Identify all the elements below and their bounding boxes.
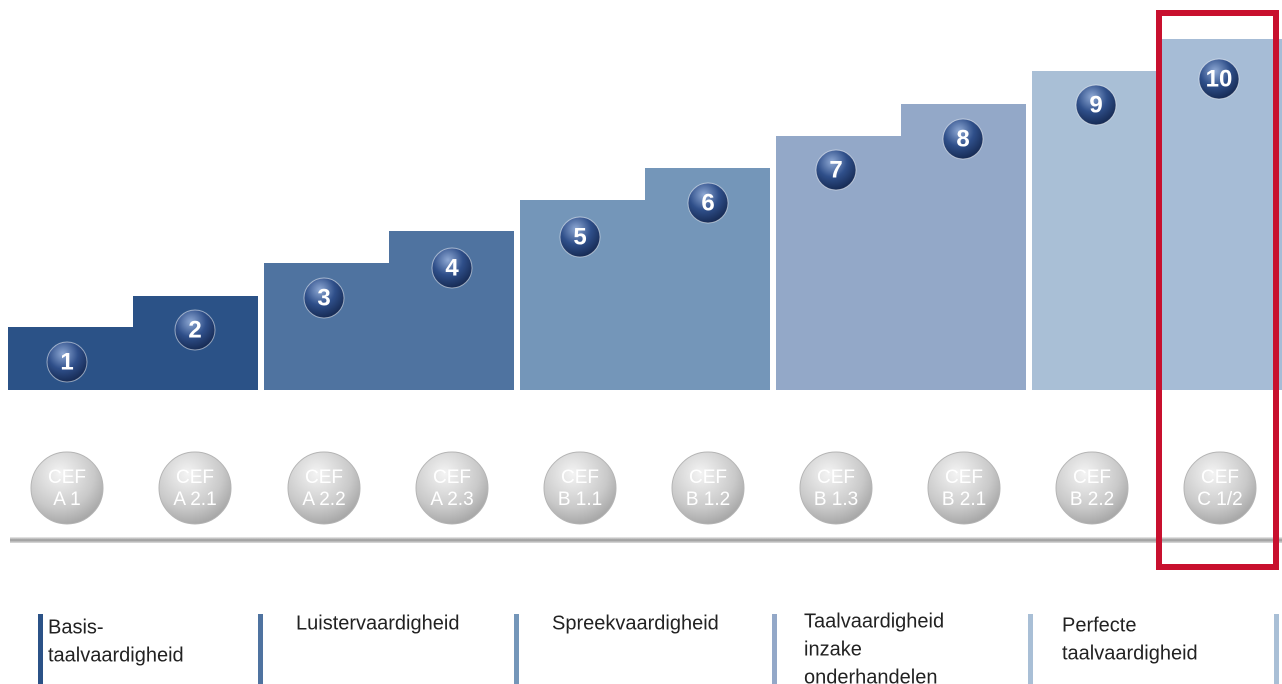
category-marker (1274, 614, 1279, 684)
cef-label: CEF (305, 467, 343, 488)
baseline (10, 537, 1282, 543)
cef-level: B 1.2 (686, 489, 730, 510)
category-label: Basis- (48, 616, 104, 638)
cef-badge (415, 451, 489, 525)
level-number: 9 (1089, 91, 1102, 118)
cef-label: CEF (1073, 467, 1111, 488)
cef-label: CEF (1201, 467, 1239, 488)
cef-level: C 1/2 (1197, 489, 1242, 510)
level-badge (815, 149, 857, 191)
cef-level: B 1.1 (558, 489, 602, 510)
cef-level: B 2.2 (1070, 489, 1114, 510)
cef-badge (927, 451, 1001, 525)
category-label: Luistervaardigheid (296, 612, 459, 634)
level-number: 5 (573, 223, 586, 250)
level-number: 4 (445, 254, 459, 281)
level-number: 7 (829, 156, 842, 183)
cef-label: CEF (817, 467, 855, 488)
cef-label: CEF (689, 467, 727, 488)
cef-label: CEF (176, 467, 214, 488)
cef-badge (1183, 451, 1257, 525)
cef-label: CEF (561, 467, 599, 488)
category-marker (514, 614, 519, 684)
category-label: taalvaardigheid (1062, 642, 1198, 664)
category-label: Spreekvaardigheid (552, 612, 719, 634)
category-label: onderhandelen (804, 666, 937, 684)
category-label: Taalvaardigheid (804, 610, 944, 632)
cef-badge (287, 451, 361, 525)
category-label: Perfecte (1062, 614, 1136, 636)
category-label: inzake (804, 638, 862, 660)
cef-level: A 2.1 (173, 489, 216, 510)
cef-level: A 2.2 (302, 489, 345, 510)
category-marker (38, 614, 43, 684)
level-number: 1 (60, 348, 73, 375)
level-number: 3 (317, 284, 330, 311)
level-badge (942, 118, 984, 160)
level-badge (559, 216, 601, 258)
level-number: 2 (188, 316, 201, 343)
cef-level: B 1.3 (814, 489, 858, 510)
cef-label: CEF (945, 467, 983, 488)
level-number: 10 (1206, 65, 1233, 92)
level-number: 8 (956, 125, 969, 152)
cef-label: CEF (48, 467, 86, 488)
cef-badge (671, 451, 745, 525)
category-label: taalvaardigheid (48, 644, 184, 666)
category-marker (1028, 614, 1033, 684)
cef-badge (799, 451, 873, 525)
level-badge (174, 309, 216, 351)
level-number: 6 (701, 189, 714, 216)
level-badge (303, 277, 345, 319)
cef-badge (1055, 451, 1129, 525)
highlight-frame (1156, 10, 1279, 570)
level-badge (46, 341, 88, 383)
cef-level: A 1 (53, 489, 80, 510)
cef-level: A 2.3 (430, 489, 473, 510)
cef-badge (30, 451, 104, 525)
level-badge (1075, 84, 1117, 126)
level-badge (687, 182, 729, 224)
cef-level: B 2.1 (942, 489, 986, 510)
cef-label: CEF (433, 467, 471, 488)
level-badge (1198, 58, 1240, 100)
level-badge (431, 247, 473, 289)
cef-badge (158, 451, 232, 525)
category-marker (258, 614, 263, 684)
category-marker (772, 614, 777, 684)
cef-badge (543, 451, 617, 525)
